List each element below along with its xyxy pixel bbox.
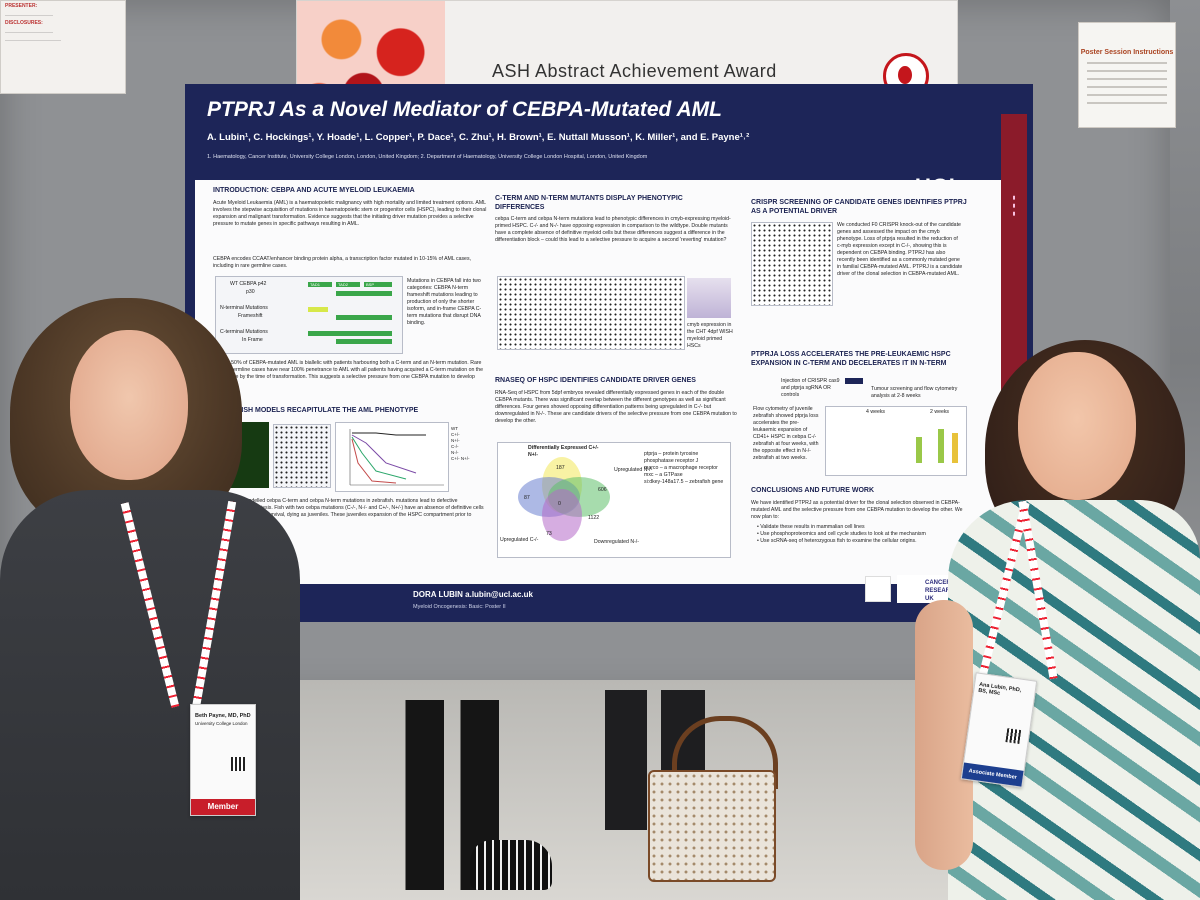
person-right-arm xyxy=(915,600,973,870)
tad2-domain: TAD2 xyxy=(336,282,360,287)
bsp-domain: BSP xyxy=(364,282,392,287)
name-badge-left: Beth Payne, MD, PhD University College L… xyxy=(190,704,256,816)
conclusions-text: We have identified PTPRJ as a potential … xyxy=(751,500,963,520)
badge-org: University College London xyxy=(195,721,248,726)
p30-bar xyxy=(336,291,392,296)
biallelic-text: Around 50% of CEBPA-mutated AML is biall… xyxy=(213,360,483,387)
venn-label-up-n: Upregulated N-/- xyxy=(614,467,653,473)
diagram-label-cterm: C-terminal Mutations xyxy=(220,329,268,335)
badge-name: Ana Lubin, PhD, BS, MSc xyxy=(977,681,1022,697)
diagram-label-p30: p30 xyxy=(246,289,255,295)
venn-count: 73 xyxy=(546,531,552,537)
sneaker xyxy=(470,840,552,890)
diagram-label-wt: WT CEBPA p42 xyxy=(230,281,267,287)
week-label: 4 weeks xyxy=(866,409,886,415)
arrow-icon xyxy=(845,378,863,384)
rnaseq-text: RNA-Seq of HSPC from 5dpf embryos reveal… xyxy=(495,390,737,424)
gene-list: ptprja – protein tyrosine phosphatase re… xyxy=(644,451,724,485)
person-left-hoodie xyxy=(0,490,300,900)
bar xyxy=(938,429,944,463)
cterm-heading: C-TERM AND N-TERM MUTANTS DISPLAY PHENOT… xyxy=(495,195,683,211)
poster-instructions-sign: Poster Session Instructions xyxy=(1078,22,1176,128)
mutation-text: Mutations in CEBPA fall into two categor… xyxy=(407,278,482,326)
badge-ribbon: Member xyxy=(191,799,255,815)
venn-count: 0 xyxy=(558,501,561,507)
instructions-title: Poster Session Instructions xyxy=(1080,49,1174,56)
person-left-face xyxy=(70,330,188,480)
crispr-text: We conducted F0 CRISPR knock-out of the … xyxy=(837,222,963,277)
qr-code-icon xyxy=(231,757,245,771)
cebpa-text: CEBPA encodes CCAAT/enhancer binding pro… xyxy=(213,256,471,269)
sponsor-logo-icon xyxy=(865,576,891,602)
bar xyxy=(916,437,922,463)
diagram-label-frameshift: Frameshift xyxy=(238,313,263,319)
survival-legend: WT C+/- N+/- C-/- N-/- C+/- N+/- xyxy=(451,426,470,461)
venn-label-up-c: Upregulated C-/- xyxy=(500,537,539,543)
survival-curves xyxy=(349,429,444,486)
poster-affiliations: 1. Haematology, Cancer Institute, Univer… xyxy=(207,154,648,160)
future-work-list: • Validate these results in mammalian ce… xyxy=(757,524,926,544)
preleuk-heading: PTPRJA LOSS ACCELERATES THE PRE-LEUKAEMI… xyxy=(751,351,951,367)
poster-authors: A. Lubin¹, C. Hockings¹, Y. Hoade¹, L. C… xyxy=(207,132,750,143)
poster-title: PTPRJ As a Novel Mediator of CEBPA-Mutat… xyxy=(207,98,722,121)
diagram-label-nterm: N-terminal Mutations xyxy=(220,305,268,311)
flow-text: Flow cytometry of juvenile zebrafish sho… xyxy=(753,406,819,461)
intro-heading: INTRODUCTION: CEBPA AND ACUTE MYELOID LE… xyxy=(213,187,415,194)
tumour-label: Tumour screening and flow cytometry anal… xyxy=(871,386,958,399)
handbag xyxy=(648,770,776,882)
venn-count: 1122 xyxy=(588,515,600,521)
venn-set-4 xyxy=(542,489,582,541)
session-info: Myeloid Oncogenesis: Basic: Poster II xyxy=(413,604,506,610)
conclusions-heading: CONCLUSIONS AND FUTURE WORK xyxy=(751,487,875,494)
neighbor-poster-note: PRESENTER: ———————————— DISCLOSURES: —————… xyxy=(0,0,126,94)
nterm-bar-2 xyxy=(336,315,392,320)
rnaseq-heading: RNASEQ OF HSPC IDENTIFIES CANDIDATE DRIV… xyxy=(495,377,696,384)
cterm-bar xyxy=(308,331,392,336)
cd41-dot-plot xyxy=(273,424,331,488)
week-label: 2 weeks xyxy=(930,409,950,415)
survival-plot xyxy=(335,422,449,492)
venn-count: 187 xyxy=(556,465,565,471)
flow-bar-charts: 4 weeks 2 weeks xyxy=(825,406,967,476)
cterm-text: cebpa C-term and cebpa N-term mutations … xyxy=(495,216,731,243)
crispr-heading: CRISPR SCREENING OF CANDIDATE GENES IDEN… xyxy=(751,199,967,215)
diagram-label-inframe: In Frame xyxy=(242,337,263,343)
qr-code-icon xyxy=(1005,728,1022,744)
venn-label-down-n: Downregulated N-/- xyxy=(594,539,639,545)
research-poster: PTPRJ As a Novel Mediator of CEBPA-Mutat… xyxy=(185,84,1033,622)
poster-content-panel: INTRODUCTION: CEBPA AND ACUTE MYELOID LE… xyxy=(195,180,1001,584)
venn-diagram-panel: Differentially Expressed C+/- N+/- Upreg… xyxy=(497,442,731,558)
embryo-image xyxy=(687,278,731,318)
tad1-domain: TAD1 xyxy=(308,282,332,287)
nterm-bar xyxy=(308,307,328,312)
venn-count: 87 xyxy=(524,495,530,501)
venn-label-de: Differentially Expressed C+/- N+/- xyxy=(528,445,599,458)
badge-name: Beth Payne, MD, PhD xyxy=(195,713,251,719)
person-right-face xyxy=(1018,352,1136,500)
handbag-handle xyxy=(672,716,778,789)
zebrafish-heading: ZEBRAFISH MODELS RECAPITULATE THE AML PH… xyxy=(213,407,419,414)
bar xyxy=(952,433,958,463)
contact-info: DORA LUBIN a.lubin@ucl.ac.uk xyxy=(413,590,533,599)
cmyb-dot-plots xyxy=(497,276,685,350)
intro-text: Acute Myeloid Leukaemia (AML) is a haema… xyxy=(213,200,487,227)
crispr-dot-plot xyxy=(751,222,833,306)
cmyb-caption: cmyb expression in the CHT 4dpf WISH mye… xyxy=(687,322,733,349)
injection-label: Injection of CRISPR cas9 and ptprja sgRN… xyxy=(781,378,840,398)
venn-count: 606 xyxy=(598,487,607,493)
cterm-bar-2 xyxy=(336,339,392,344)
award-title: ASH Abstract Achievement Award xyxy=(492,61,777,81)
cebpa-diagram: WT CEBPA p42 p30 N-terminal Mutations Fr… xyxy=(215,276,403,354)
